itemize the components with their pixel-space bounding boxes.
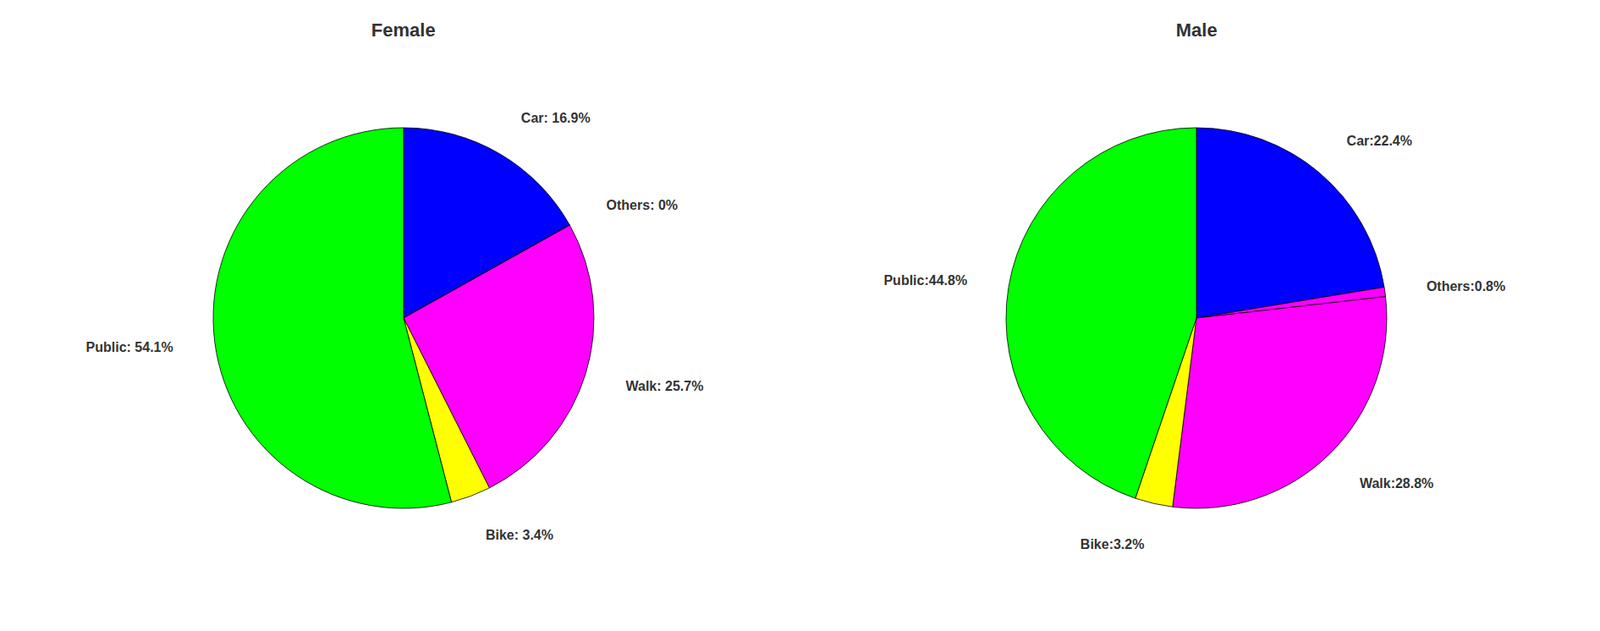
- svg-text:Public:44.8%: Public:44.8%: [884, 273, 968, 288]
- svg-text:Car:22.4%: Car:22.4%: [1347, 133, 1413, 149]
- html-text:Female: Female: [371, 19, 436, 41]
- svg-text:Others:0.8%: Others:0.8%: [1426, 279, 1506, 294]
- svg-text:Public: 54.1%: Public: 54.1%: [85, 340, 173, 355]
- svg-text:Walk: 25.7%: Walk: 25.7%: [625, 379, 704, 394]
- svg-text:Car: 16.9%: Car: 16.9%: [521, 110, 591, 126]
- svg-text:Bike: 3.4%: Bike: 3.4%: [485, 527, 554, 543]
- svg-text:Others: 0%: Others: 0%: [605, 197, 677, 213]
- svg-text:Bike:3.2%: Bike:3.2%: [1080, 537, 1145, 552]
- html-text:Male: Male: [1175, 19, 1218, 41]
- svg-text:Walk:28.8%: Walk:28.8%: [1359, 476, 1434, 491]
